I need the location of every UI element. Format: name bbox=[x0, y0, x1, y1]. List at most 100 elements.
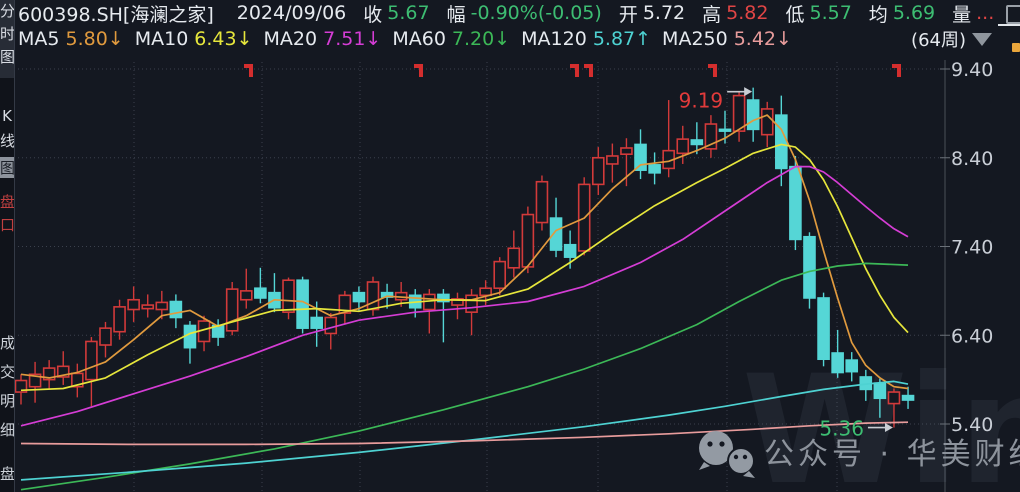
quote-info-bar: 600398.SH[海澜之家] 2024/09/06 收 5.67 幅 -0.90%(… bbox=[15, 0, 1020, 26]
brand-watermark: Wind bbox=[742, 344, 1020, 492]
candle bbox=[845, 352, 859, 382]
period-label: (64周) bbox=[911, 30, 966, 51]
topbar-underline bbox=[998, 24, 1020, 26]
candle bbox=[99, 321, 112, 358]
event-flag-icon bbox=[244, 64, 253, 77]
ma20-label: MA20 bbox=[263, 28, 318, 50]
ma20-value: 7.51↓ bbox=[323, 28, 382, 50]
period-selector[interactable]: (64周) bbox=[911, 27, 992, 51]
candle bbox=[282, 277, 295, 320]
wechat-icon bbox=[699, 431, 733, 465]
ma5-label: MA5 bbox=[18, 28, 60, 50]
candle bbox=[817, 292, 830, 367]
candle bbox=[620, 138, 633, 187]
field-volume-label: 量 bbox=[952, 3, 972, 26]
candle bbox=[901, 386, 915, 409]
ma10-value: 6.43↓ bbox=[194, 28, 253, 50]
field-open-label: 开 bbox=[618, 3, 638, 26]
candle bbox=[803, 232, 816, 309]
ma120-value: 5.87↑ bbox=[592, 28, 652, 50]
candle bbox=[732, 91, 746, 142]
candle bbox=[662, 100, 675, 178]
candle bbox=[535, 175, 549, 231]
candle bbox=[648, 152, 661, 185]
sidebar-item-trade-detail[interactable]: 成交明细 bbox=[0, 335, 15, 451]
candle bbox=[14, 374, 28, 405]
candle bbox=[634, 129, 647, 180]
ma-line-ma10 bbox=[20, 143, 909, 392]
event-flag-icon bbox=[584, 64, 593, 77]
ma-line-ma250 bbox=[20, 421, 909, 446]
ma-line-ma60 bbox=[20, 262, 909, 491]
candle bbox=[451, 292, 464, 320]
candle bbox=[71, 363, 84, 398]
candle bbox=[338, 290, 352, 325]
ma-line-ma120 bbox=[20, 380, 909, 481]
candle bbox=[42, 360, 56, 389]
ma60-value: 7.20↓ bbox=[451, 28, 511, 50]
price-annotation-low: 5.36 bbox=[819, 417, 864, 441]
event-flag-icon bbox=[414, 64, 423, 77]
candle bbox=[606, 143, 619, 183]
candle bbox=[507, 230, 521, 278]
field-low-value: 5.57 bbox=[809, 2, 852, 24]
field-open-value: 5.72 bbox=[642, 2, 686, 24]
axis-tick-label: 5.40 bbox=[951, 414, 993, 436]
left-tab-sidebar[interactable]: 分时图 K线图盘口成交明细盘 bbox=[0, 0, 15, 492]
candle bbox=[591, 147, 605, 196]
field-close-value: 5.67 bbox=[387, 2, 430, 24]
candle bbox=[141, 294, 155, 318]
candle bbox=[127, 286, 140, 322]
candle bbox=[577, 177, 591, 256]
annotation-arrowhead-high bbox=[744, 87, 753, 97]
candle bbox=[268, 273, 281, 313]
candle bbox=[437, 289, 450, 343]
wechat-watermark: 公众号 · 华美财经 bbox=[699, 431, 1020, 478]
sidebar-item-kline-chart-selected[interactable]: 图 bbox=[0, 157, 14, 178]
candle bbox=[746, 87, 760, 142]
field-low-label: 低 bbox=[785, 3, 805, 26]
candle bbox=[549, 197, 563, 258]
stock-code: 600398.SH[海澜之家] bbox=[18, 3, 214, 26]
candle bbox=[225, 282, 239, 336]
sidebar-item-kline-chart[interactable]: K线 bbox=[0, 107, 15, 156]
ma-indicator-row: MA5 5.80↓ MA10 6.43↓ MA20 7.51↓ MA60 7.20↓ MA120… bbox=[15, 26, 895, 52]
candle bbox=[56, 351, 70, 385]
candle bbox=[676, 125, 690, 164]
wechat-watermark-text: 公众号 · 华美财经 bbox=[764, 437, 1020, 472]
field-avg-value: 5.69 bbox=[892, 2, 936, 24]
window-settings-icon[interactable] bbox=[1006, 5, 1020, 24]
event-flag-icon bbox=[892, 64, 901, 77]
price-annotation-high: 9.19 bbox=[679, 89, 724, 113]
candle bbox=[113, 299, 126, 340]
field-volume-value: ... bbox=[976, 2, 995, 24]
candle bbox=[239, 268, 253, 309]
candle bbox=[169, 294, 183, 329]
ma250-label: MA250 bbox=[662, 28, 728, 50]
candle bbox=[254, 267, 267, 304]
quote-date: 2024/09/06 bbox=[236, 2, 347, 24]
candle bbox=[493, 257, 507, 296]
candle bbox=[28, 361, 42, 403]
field-high-value: 5.82 bbox=[726, 2, 769, 24]
chevron-down-icon bbox=[972, 32, 992, 46]
candle bbox=[352, 286, 366, 311]
field-high-label: 高 bbox=[702, 3, 722, 26]
sidebar-item-order-book[interactable]: 盘口 bbox=[0, 194, 15, 240]
candle bbox=[690, 122, 704, 155]
annotation-arrowhead-low bbox=[884, 423, 893, 433]
ma120-label: MA120 bbox=[521, 28, 587, 50]
candle bbox=[704, 115, 718, 158]
candle bbox=[296, 276, 309, 334]
axis-tick-label: 6.40 bbox=[951, 325, 993, 347]
sidebar-item-intraday-chart[interactable]: 分时图 bbox=[0, 3, 15, 72]
corner-tool-icon[interactable] bbox=[1012, 43, 1020, 52]
sidebar-top-section bbox=[0, 0, 14, 78]
sidebar-item-next-item-partial[interactable]: 盘 bbox=[0, 466, 15, 481]
candle bbox=[887, 388, 901, 428]
field-avg-label: 均 bbox=[868, 3, 888, 26]
axis-tick-label: 7.40 bbox=[951, 237, 993, 259]
axis-tick-label: 8.40 bbox=[951, 148, 993, 170]
